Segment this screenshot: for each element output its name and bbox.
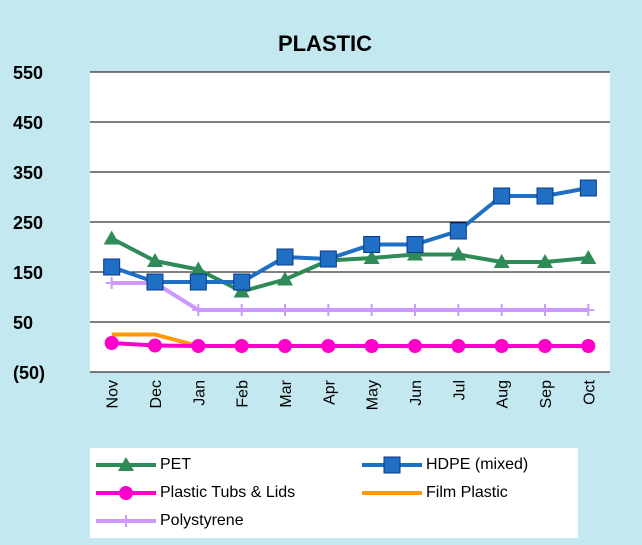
data-point — [234, 339, 249, 353]
data-point — [105, 277, 118, 289]
data-point — [146, 273, 164, 291]
data-point — [409, 304, 421, 316]
legend-item: Plastic Tubs & Lids — [94, 482, 295, 504]
data-point — [321, 339, 336, 353]
data-point — [364, 339, 379, 353]
data-point — [319, 250, 337, 268]
x-tick-label: Apr — [321, 379, 338, 405]
y-tick-label: 550 — [13, 63, 43, 83]
data-point — [235, 304, 248, 316]
legend-marker — [120, 515, 132, 527]
legend-item: HDPE (mixed) — [360, 454, 528, 476]
data-point — [449, 222, 467, 240]
legend-symbol — [362, 456, 422, 474]
data-point — [363, 236, 381, 253]
y-tick-label: 150 — [13, 263, 43, 283]
legend-marker — [119, 486, 133, 500]
series-plastic-tubs-lids — [104, 336, 596, 353]
x-tick-label: Oct — [581, 379, 598, 404]
data-point — [536, 187, 554, 205]
data-point — [147, 253, 163, 267]
series-hdpe-mixed — [103, 179, 597, 291]
legend-item: Polystyrene — [94, 510, 244, 532]
data-point — [579, 179, 597, 197]
data-point — [103, 258, 121, 276]
legend-marker — [383, 456, 401, 474]
legend-symbol — [96, 486, 156, 500]
data-point — [407, 246, 423, 261]
x-tick-label: Sep — [538, 380, 555, 409]
legend-symbol — [96, 515, 156, 527]
legend-symbol — [362, 491, 422, 495]
x-tick-label: May — [365, 380, 382, 410]
y-tick-label: 250 — [13, 213, 43, 233]
x-tick-label: Feb — [235, 380, 252, 408]
legend-label: Plastic Tubs & Lids — [160, 484, 296, 501]
legend-label: Polystyrene — [160, 512, 244, 529]
x-tick-label: Mar — [278, 379, 295, 407]
data-point — [191, 339, 206, 353]
data-point — [363, 250, 380, 264]
legend-item: Film Plastic — [360, 482, 508, 504]
data-point — [580, 250, 597, 264]
data-point — [365, 304, 378, 316]
data-point — [104, 336, 119, 350]
data-point — [148, 338, 162, 353]
data-point — [452, 304, 465, 316]
y-tick-label: 350 — [13, 163, 43, 183]
data-point — [537, 254, 553, 268]
data-point — [582, 304, 595, 316]
data-point — [495, 304, 508, 316]
data-point — [279, 304, 291, 316]
data-point — [450, 246, 467, 261]
legend-marker — [118, 457, 134, 471]
y-tick-label: 50 — [13, 313, 33, 333]
data-point — [493, 254, 510, 268]
data-point — [322, 304, 335, 316]
data-point — [278, 339, 292, 353]
legend-label: Film Plastic — [426, 484, 508, 501]
legend-label: PET — [160, 456, 192, 473]
y-tick-label: 450 — [13, 113, 43, 133]
data-point — [406, 236, 424, 253]
data-point — [103, 230, 120, 245]
legend-item: PET — [94, 454, 191, 476]
data-point — [451, 339, 466, 353]
x-tick-label: Jan — [191, 380, 208, 406]
x-tick-label: Jun — [408, 380, 425, 406]
series-line — [111, 281, 589, 312]
data-point — [277, 271, 293, 286]
legend-label: HDPE (mixed) — [426, 456, 529, 473]
data-point — [192, 304, 205, 316]
x-tick-label: Dec — [148, 380, 165, 408]
legend: PET HDPE (mixed) Plastic Tubs & Lids Film P… — [90, 448, 578, 538]
data-point — [494, 339, 509, 353]
data-point — [581, 339, 596, 353]
data-point — [493, 187, 511, 205]
x-tick-label: Nov — [105, 380, 122, 408]
data-point — [539, 304, 551, 316]
data-point — [408, 339, 422, 353]
data-point — [189, 273, 207, 291]
x-tick-label: Aug — [495, 380, 512, 408]
legend-symbol — [96, 457, 156, 471]
data-point — [233, 273, 251, 291]
series-line — [110, 236, 589, 294]
series-line — [111, 341, 589, 348]
chart-title: PLASTIC — [278, 31, 372, 56]
y-tick-label: (50) — [13, 363, 45, 383]
x-tick-label: Jul — [451, 380, 468, 400]
data-point — [538, 339, 552, 353]
data-point — [190, 261, 207, 276]
data-point — [276, 248, 294, 266]
